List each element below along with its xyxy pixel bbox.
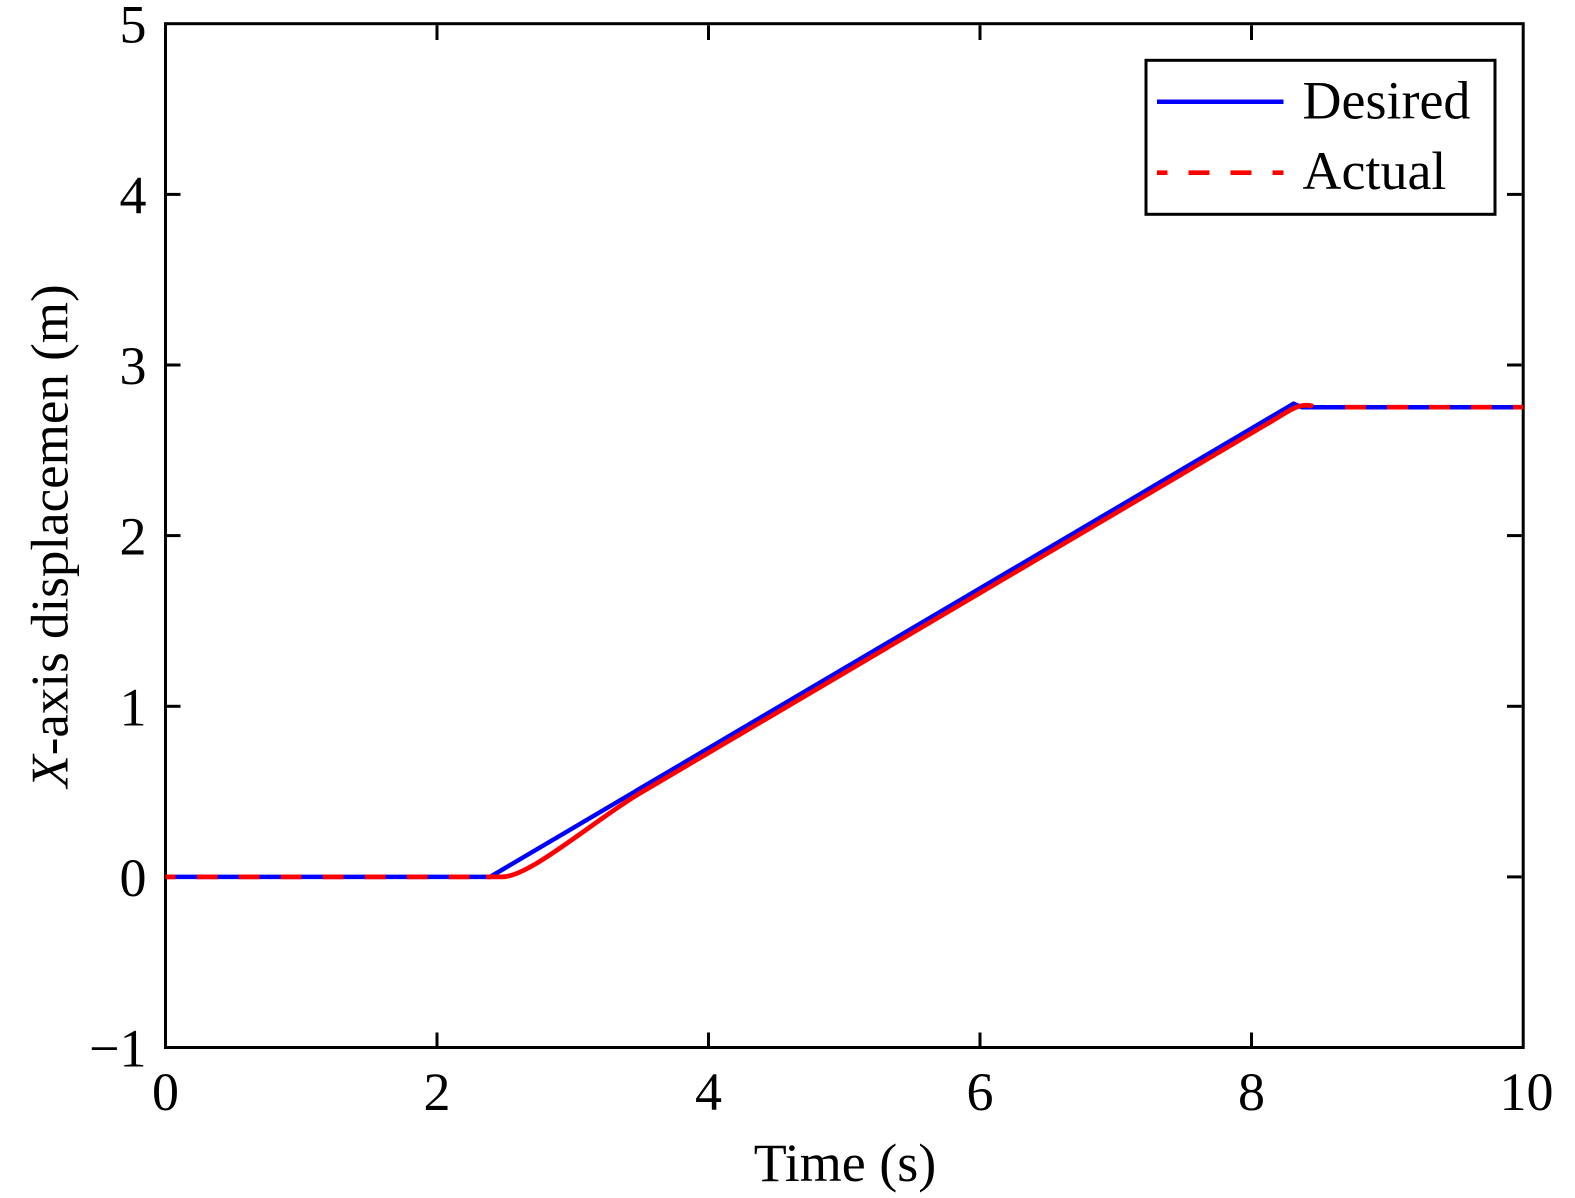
svg-text:8: 8 <box>1238 1062 1265 1122</box>
svg-text:X-axis displacemen (m): X-axis displacemen (m) <box>22 284 80 789</box>
svg-text:3: 3 <box>120 336 147 396</box>
svg-text:4: 4 <box>120 165 147 225</box>
svg-text:0: 0 <box>152 1062 179 1122</box>
svg-text:2: 2 <box>424 1062 451 1122</box>
svg-text:1: 1 <box>120 677 147 737</box>
svg-text:6: 6 <box>967 1062 994 1122</box>
svg-text:Actual: Actual <box>1303 141 1447 201</box>
svg-text:10: 10 <box>1500 1062 1554 1122</box>
svg-text:5: 5 <box>120 0 147 55</box>
svg-text:−1: −1 <box>89 1019 146 1079</box>
svg-text:Time (s): Time (s) <box>754 1133 937 1193</box>
svg-text:Desired: Desired <box>1303 70 1471 130</box>
svg-text:0: 0 <box>120 848 147 908</box>
svg-text:2: 2 <box>120 507 147 567</box>
svg-text:4: 4 <box>695 1062 722 1122</box>
